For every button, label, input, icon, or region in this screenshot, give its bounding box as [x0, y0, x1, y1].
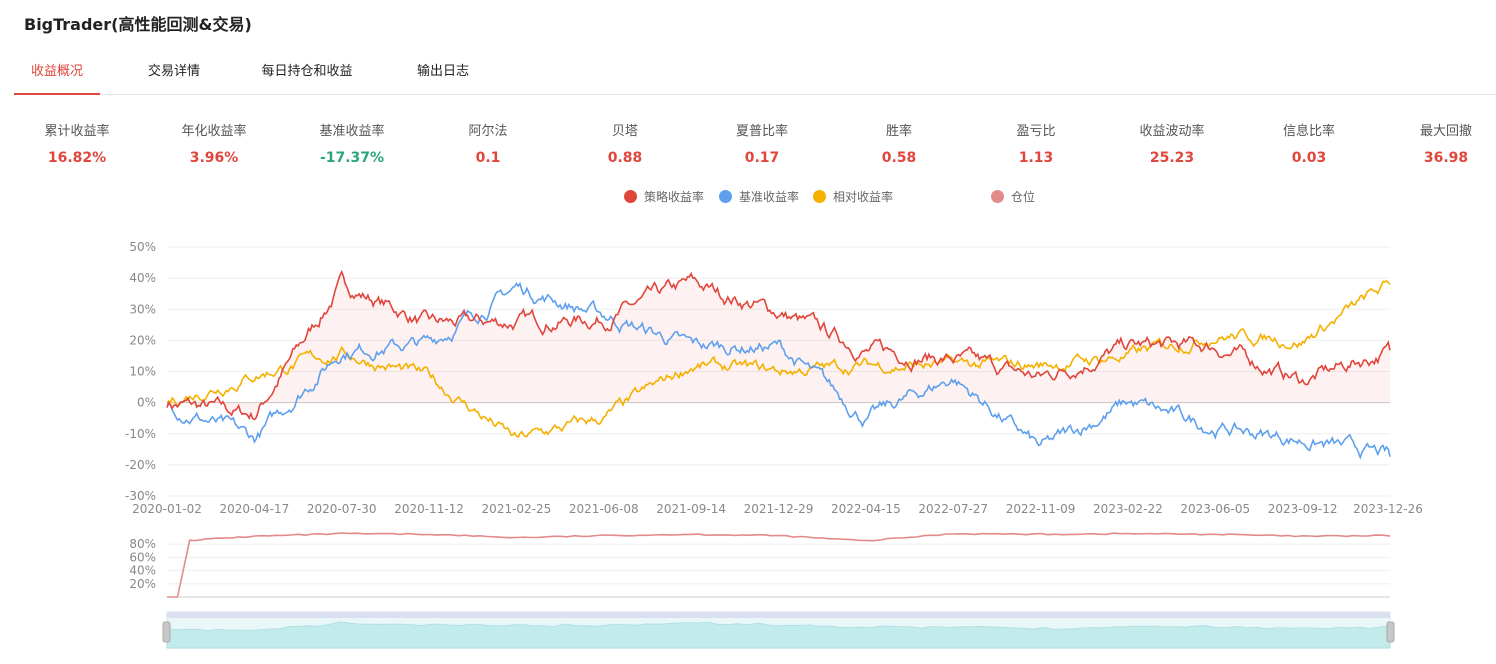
metric-8: 收益波动率 25.23 — [1117, 120, 1227, 166]
x-tick-label: 2023-09-12 — [1268, 502, 1338, 516]
x-tick-label: 2022-04-15 — [831, 502, 901, 516]
metric-label: 阿尔法 — [468, 124, 508, 139]
y-tick-label: 30% — [129, 302, 156, 316]
tab-daily-positions[interactable]: 每日持仓和收益 — [261, 64, 353, 79]
metric-value: 0.88 — [607, 150, 643, 166]
metric-value: 3.96% — [189, 150, 239, 166]
metric-label: 基准收益率 — [319, 124, 385, 139]
metric-1: 年化收益率 3.96% — [159, 120, 269, 166]
metric-4: 贝塔 0.88 — [570, 120, 680, 166]
position-y-tick: 60% — [129, 550, 156, 564]
slider-top-bar — [167, 612, 1390, 618]
legend-dot-icon — [813, 190, 826, 203]
legend-item-strategy[interactable]: 策略收益率 — [624, 188, 704, 205]
x-tick-label: 2020-04-17 — [219, 502, 289, 516]
metric-value: 0.1 — [475, 150, 501, 166]
tab-bar: 收益概况 交易详情 每日持仓和收益 输出日志 — [14, 58, 1496, 95]
metric-value: 1.13 — [1018, 150, 1054, 166]
slider-preview-area — [166, 621, 1391, 649]
strategy-area — [167, 271, 1390, 420]
series-line-2 — [166, 279, 1391, 439]
legend-dot-icon — [624, 190, 637, 203]
y-tick-label: 50% — [129, 240, 156, 254]
x-tick-label: 2020-07-30 — [307, 502, 377, 516]
position-y-tick: 40% — [129, 564, 156, 578]
x-tick-label: 2020-01-02 — [132, 502, 202, 516]
x-tick-label: 2020-11-12 — [394, 502, 464, 516]
legend-item-relative[interactable]: 相对收益率 — [813, 188, 893, 205]
app-title: BigTrader(高性能回测&交易) — [24, 15, 252, 34]
slider-track — [166, 611, 1391, 649]
legend-item-position[interactable]: 仓位 — [991, 188, 1035, 205]
chart-legend: 策略收益率 基准收益率 相对收益率 仓位 — [0, 188, 1496, 208]
metric-0: 累计收益率 16.82% — [22, 120, 132, 166]
slider-left-handle — [162, 621, 171, 643]
position-y-tick: 20% — [129, 577, 156, 591]
x-tick-label: 2023-02-22 — [1093, 502, 1163, 516]
tab-trade-details[interactable]: 交易详情 — [147, 64, 200, 79]
x-tick-label: 2021-12-29 — [744, 502, 814, 516]
slider-right-handle — [1386, 621, 1395, 643]
metric-value: 0.17 — [744, 150, 780, 166]
x-tick-label: 2022-11-09 — [1006, 502, 1076, 516]
legend-label: 策略收益率 — [644, 190, 705, 204]
legend-dot-icon — [991, 190, 1004, 203]
metric-label: 最大回撤 — [1419, 124, 1472, 139]
legend-label: 仓位 — [1011, 190, 1036, 204]
metric-7: 盈亏比 1.13 — [981, 120, 1091, 166]
metric-9: 信息比率 0.03 — [1254, 120, 1364, 166]
legend-label: 基准收益率 — [739, 190, 800, 204]
tab-overview[interactable]: 收益概况 — [14, 58, 100, 95]
position-y-tick: 80% — [129, 537, 156, 551]
metric-3: 阿尔法 0.1 — [433, 120, 543, 166]
series-line-1 — [166, 281, 1391, 460]
x-tick-label: 2021-02-25 — [482, 502, 552, 516]
position-line — [167, 532, 1391, 598]
metric-label: 信息比率 — [1282, 124, 1335, 139]
tab-output-log[interactable]: 输出日志 — [416, 64, 469, 79]
legend-label: 相对收益率 — [833, 190, 894, 204]
y-tick-label: 40% — [129, 271, 156, 285]
metric-value: 0.03 — [1291, 150, 1327, 166]
metric-label: 累计收益率 — [44, 124, 110, 139]
metric-5: 夏普比率 0.17 — [707, 120, 817, 166]
metric-10: 最大回撤 36.98 — [1391, 120, 1496, 166]
metric-value: -17.37% — [319, 150, 385, 166]
y-tick-label: 20% — [129, 333, 156, 347]
metric-label: 年化收益率 — [181, 124, 247, 139]
metric-6: 胜率 0.58 — [844, 120, 954, 166]
y-tick-label: 0% — [137, 396, 156, 410]
metric-label: 盈亏比 — [1016, 124, 1056, 139]
legend-dot-icon — [719, 190, 732, 203]
metric-value: 16.82% — [47, 150, 107, 166]
x-tick-label: 2023-06-05 — [1180, 502, 1250, 516]
y-tick-label: -20% — [125, 458, 156, 472]
x-tick-label: 2021-06-08 — [569, 502, 639, 516]
metric-value: 36.98 — [1423, 150, 1469, 166]
metric-label: 夏普比率 — [735, 124, 788, 139]
x-tick-label: 2023-12-26 — [1353, 502, 1423, 516]
y-tick-label: -10% — [125, 427, 156, 441]
legend-item-benchmark[interactable]: 基准收益率 — [719, 188, 799, 205]
metric-value: 0.58 — [881, 150, 917, 166]
series-line-0 — [166, 269, 1391, 421]
metric-label: 胜率 — [885, 124, 912, 139]
metric-label: 贝塔 — [611, 124, 638, 139]
x-tick-label: 2021-09-14 — [656, 502, 726, 516]
metric-label: 收益波动率 — [1139, 124, 1205, 139]
slider-selection — [167, 618, 1390, 648]
metric-value: 25.23 — [1149, 150, 1195, 166]
y-tick-label: 10% — [129, 365, 156, 379]
x-tick-label: 2022-07-27 — [918, 502, 988, 516]
metric-2: 基准收益率 -17.37% — [297, 120, 407, 166]
y-tick-label: -30% — [125, 489, 156, 503]
